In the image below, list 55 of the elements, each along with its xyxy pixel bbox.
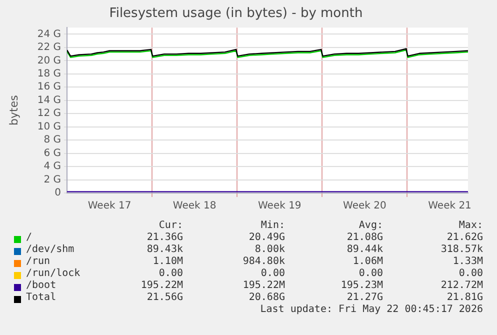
- y-tick-label: 4 G: [44, 161, 61, 172]
- legend-label: /: [26, 232, 32, 243]
- text: Avg:: [358, 220, 383, 231]
- text: 21.27G: [346, 292, 383, 303]
- text: Cur:: [158, 220, 183, 231]
- text: 984.80k: [242, 256, 285, 267]
- y-tick-label: 0: [54, 188, 61, 199]
- y-tick-label: 24 G: [37, 28, 61, 40]
- y-tick-label: 10 G: [37, 121, 61, 132]
- text: 20.68G: [248, 292, 285, 303]
- text: 8.00k: [254, 244, 285, 255]
- text: Min:: [260, 220, 285, 231]
- y-tick-label: 8 G: [44, 134, 61, 146]
- y-tick-label: 14 G: [37, 94, 61, 106]
- y-tick-label: 6 G: [44, 148, 61, 159]
- text: 21.81G: [446, 292, 483, 303]
- text: 1.06M: [352, 256, 383, 267]
- text: 21.36G: [146, 232, 183, 243]
- text: 1.33M: [452, 256, 483, 267]
- text: 0.00: [158, 268, 183, 279]
- legend-label: /dev/shm: [26, 244, 74, 255]
- chart-title: Filesystem usage (in bytes) - by month: [109, 6, 363, 22]
- text: 0.00: [358, 268, 383, 279]
- text: 318.57k: [440, 244, 483, 255]
- text: 21.56G: [146, 292, 183, 303]
- text: 0.00: [260, 268, 285, 279]
- text: 21.62G: [446, 232, 483, 243]
- y-tick-label: 22 G: [37, 42, 61, 54]
- text: 0.00: [458, 268, 483, 279]
- x-tick-label: Week 19: [258, 200, 302, 212]
- text: 20.49G: [248, 232, 285, 243]
- text: Max:: [458, 220, 483, 231]
- text: 195.23M: [340, 280, 383, 291]
- y-axis-title: bytes: [7, 94, 20, 126]
- text: 89.43k: [146, 244, 183, 255]
- x-tick-label: Week 21: [428, 200, 472, 212]
- y-tick-label: 16 G: [37, 82, 61, 93]
- legend-label: /run/lock: [26, 268, 80, 279]
- y-tick-label: 20 G: [37, 55, 61, 66]
- text: 89.44k: [346, 244, 383, 255]
- y-tick-label: 18 G: [37, 68, 61, 80]
- x-tick-label: Week 17: [88, 200, 132, 212]
- x-tick-label: Week 20: [343, 200, 386, 212]
- legend-label: /run: [26, 256, 50, 267]
- y-tick-label: 12 G: [37, 108, 61, 120]
- legend-label: /boot: [26, 280, 56, 291]
- text: 195.22M: [242, 280, 285, 291]
- legend-label: Total: [26, 292, 56, 303]
- text: 212.72M: [440, 280, 483, 291]
- x-tick-label: Week 18: [172, 200, 216, 212]
- text: Last update: Fri May 22 00:45:17 2026: [260, 304, 483, 315]
- text: 1.10M: [152, 256, 183, 267]
- text: 195.22M: [140, 280, 183, 291]
- y-tick-label: 2 G: [44, 174, 61, 186]
- text: 21.08G: [346, 232, 383, 243]
